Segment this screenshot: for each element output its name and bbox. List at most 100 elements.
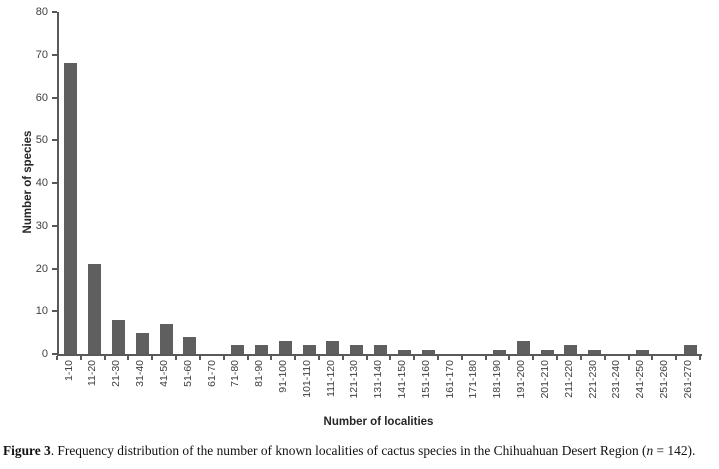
x-axis-tick bbox=[175, 356, 178, 360]
x-tick-label: 41-50 bbox=[157, 360, 170, 387]
bar-slot bbox=[369, 12, 393, 354]
x-tick-label-cell: 101-110 bbox=[295, 360, 319, 418]
x-tick-label-cell: 181-190 bbox=[486, 360, 510, 418]
bar-81-90 bbox=[254, 345, 268, 354]
x-tick-label: 71-80 bbox=[229, 360, 242, 387]
x-axis-ticks bbox=[56, 356, 701, 360]
x-tick-label-cell: 161-170 bbox=[438, 360, 462, 418]
x-tick-label: 181-190 bbox=[491, 360, 504, 399]
x-tick-label: 131-140 bbox=[372, 360, 385, 399]
figure-caption-text: . Frequency distribution of the number o… bbox=[50, 443, 647, 458]
x-tick-label: 201-210 bbox=[538, 360, 551, 399]
x-tick-label-cell: 91-100 bbox=[271, 360, 295, 418]
y-axis-tick bbox=[52, 267, 57, 270]
y-axis-tick bbox=[52, 96, 57, 99]
figure-caption-n-symbol: n bbox=[646, 443, 654, 458]
x-tick-label-cell: 1-10 bbox=[57, 360, 81, 418]
y-tick-label: 80 bbox=[35, 6, 48, 18]
bar-slot bbox=[178, 12, 202, 354]
x-tick-label: 211-220 bbox=[562, 360, 575, 398]
bar-1-10 bbox=[64, 63, 78, 354]
x-axis-tick bbox=[579, 356, 582, 360]
x-tick-label-cell: 121-130 bbox=[343, 360, 367, 418]
x-tick-label: 241-250 bbox=[634, 360, 647, 399]
bar-201-210 bbox=[540, 349, 554, 354]
x-tick-label-cell: 11-20 bbox=[81, 360, 105, 418]
x-tick-label-cell: 51-60 bbox=[176, 360, 200, 418]
y-tick-label: 0 bbox=[41, 348, 48, 360]
bar-71-80 bbox=[231, 345, 245, 354]
x-axis-tick bbox=[103, 356, 106, 360]
bar-31-40 bbox=[135, 332, 149, 354]
y-tick-label: 10 bbox=[35, 305, 48, 318]
y-axis-tick bbox=[52, 139, 57, 142]
bar-181-190 bbox=[493, 349, 507, 354]
y-tick-label: 20 bbox=[35, 262, 48, 275]
y-axis-tick bbox=[52, 224, 57, 227]
bar-slot bbox=[511, 12, 535, 354]
bar-141-150 bbox=[397, 349, 411, 354]
bar-21-30 bbox=[112, 319, 126, 354]
bar-slot bbox=[130, 12, 154, 354]
bar-211-220 bbox=[564, 345, 578, 354]
bar-slot bbox=[321, 12, 345, 354]
bar-slot bbox=[107, 12, 131, 354]
y-tick-label: 30 bbox=[35, 219, 48, 232]
bar-slot bbox=[535, 12, 559, 354]
bar-slot bbox=[440, 12, 464, 354]
x-tick-label-cell: 131-140 bbox=[367, 360, 391, 418]
bar-101-110 bbox=[302, 345, 316, 354]
x-axis-tick bbox=[79, 356, 82, 360]
x-tick-label: 111-120 bbox=[324, 360, 337, 397]
x-tick-label-cell: 231-240 bbox=[605, 360, 629, 418]
bar-slot bbox=[392, 12, 416, 354]
bar-121-130 bbox=[350, 345, 364, 354]
x-tick-label: 121-130 bbox=[348, 360, 361, 399]
x-tick-label-cell: 141-150 bbox=[390, 360, 414, 418]
x-axis-tick bbox=[56, 356, 58, 360]
x-tick-label: 151-160 bbox=[419, 360, 432, 399]
bar-slot bbox=[654, 12, 678, 354]
bar-221-230 bbox=[588, 349, 602, 354]
bar-slot bbox=[416, 12, 440, 354]
bar-41-50 bbox=[159, 324, 173, 354]
x-tick-label: 81-90 bbox=[253, 360, 266, 387]
x-tick-label: 141-150 bbox=[396, 360, 409, 399]
figure-caption-label: Figure 3 bbox=[3, 443, 51, 458]
bar-11-20 bbox=[88, 264, 102, 354]
x-tick-label: 171-180 bbox=[467, 360, 480, 399]
bar-191-200 bbox=[516, 341, 530, 354]
bar-slot bbox=[154, 12, 178, 354]
bar-131-140 bbox=[373, 345, 387, 354]
y-axis-tick bbox=[52, 310, 57, 313]
bar-slot bbox=[202, 12, 226, 354]
x-axis-tick bbox=[246, 356, 249, 360]
x-tick-label: 1-10 bbox=[62, 360, 75, 382]
x-tick-label: 51-60 bbox=[181, 360, 194, 387]
x-axis-tick bbox=[532, 356, 535, 360]
x-tick-label-cell: 111-120 bbox=[319, 360, 343, 418]
x-axis-tick bbox=[556, 356, 559, 360]
x-axis-tick bbox=[675, 356, 678, 360]
x-axis-tick bbox=[341, 356, 344, 360]
bar-slot bbox=[345, 12, 369, 354]
x-tick-label-cell: 21-30 bbox=[105, 360, 129, 418]
bar-51-60 bbox=[183, 336, 197, 354]
x-tick-label: 251-260 bbox=[657, 360, 670, 399]
x-tick-label: 161-170 bbox=[443, 360, 456, 399]
x-axis-tick bbox=[127, 356, 130, 360]
x-tick-label: 221-230 bbox=[586, 360, 599, 399]
x-tick-label: 21-30 bbox=[110, 360, 123, 387]
x-axis-tick bbox=[413, 356, 416, 360]
x-axis-tick bbox=[603, 356, 606, 360]
bar-slot bbox=[273, 12, 297, 354]
bar-241-250 bbox=[635, 349, 649, 354]
plot-area bbox=[57, 12, 702, 356]
x-tick-label-cell: 211-220 bbox=[557, 360, 581, 418]
x-axis-tick bbox=[484, 356, 487, 360]
bar-slot bbox=[297, 12, 321, 354]
x-tick-label-cell: 241-250 bbox=[629, 360, 653, 418]
bar-slot bbox=[631, 12, 655, 354]
x-tick-label-cell: 81-90 bbox=[248, 360, 272, 418]
